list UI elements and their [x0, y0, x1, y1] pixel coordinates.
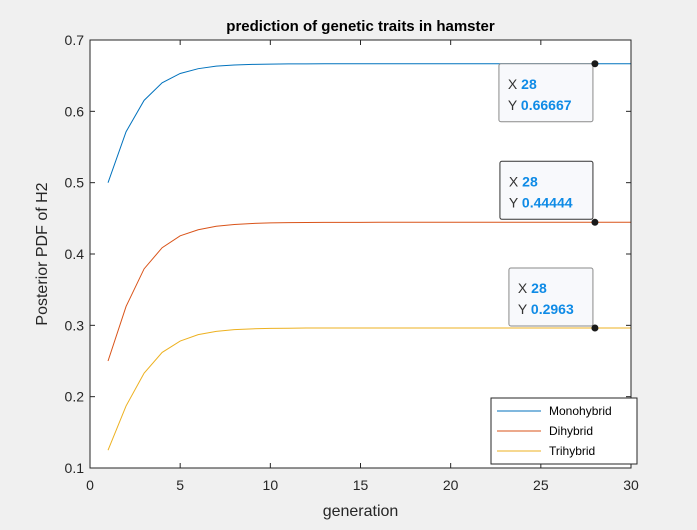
- datatip-y-value: 0.2963: [531, 301, 574, 317]
- series-line-trihybrid: [107, 327, 631, 451]
- legend-entry: Monohybrid: [549, 404, 612, 418]
- y-tick-label: 0.3: [65, 317, 85, 333]
- datatip-y-value: 0.44444: [522, 194, 573, 210]
- datatip-x-row: X 28: [508, 76, 537, 92]
- x-tick-label: 20: [443, 477, 459, 493]
- datatip-box: [498, 63, 594, 123]
- datatip-y-key: Y: [509, 194, 522, 210]
- datatip-y-key: Y: [518, 301, 531, 317]
- datatip-y-row: Y 0.66667: [508, 97, 572, 113]
- datatip-box: [508, 267, 594, 327]
- datatip-x-key: X: [508, 76, 521, 92]
- y-tick-label: 0.5: [65, 175, 85, 191]
- datatip-x-key: X: [518, 280, 531, 296]
- chart-title: prediction of genetic traits in hamster: [226, 18, 495, 35]
- datatip-box: [499, 160, 594, 220]
- series-line-dihybrid: [107, 221, 631, 362]
- y-axis-label: Posterior PDF of H2: [34, 182, 51, 325]
- y-tick-label: 0.7: [65, 32, 85, 48]
- x-tick-label: 5: [176, 477, 184, 493]
- datatip-y-value: 0.66667: [521, 97, 572, 113]
- datatip-marker[interactable]: [591, 60, 599, 68]
- datatip-marker[interactable]: [591, 324, 599, 332]
- datatip-x-value: 28: [522, 173, 538, 189]
- legend[interactable]: Monohybrid Dihybrid Trihybrid: [490, 397, 638, 465]
- datatip-x-row: X 28: [509, 173, 538, 189]
- x-tick-label: 10: [263, 477, 279, 493]
- datatip-x-value: 28: [531, 280, 547, 296]
- datatip-x-key: X: [509, 173, 522, 189]
- datatip-x-row: X 28: [518, 280, 547, 296]
- y-tick-label: 0.2: [65, 389, 85, 405]
- x-tick-label: 25: [533, 477, 549, 493]
- datatip-x-value: 28: [521, 76, 537, 92]
- datatip[interactable]: X 28Y 0.66667: [498, 60, 599, 123]
- datatip-y-key: Y: [508, 97, 521, 113]
- datatip-marker[interactable]: [591, 218, 599, 226]
- y-tick-label: 0.1: [65, 460, 85, 476]
- datatip-y-row: Y 0.44444: [509, 194, 573, 210]
- y-tick-label: 0.4: [65, 246, 85, 262]
- datatip[interactable]: X 28Y 0.2963: [508, 267, 599, 332]
- axis-ticks: 0 5 10 15 20 25 30 0.1 0.2 0.3 0.4 0.5 0.6 0.7: [65, 32, 639, 493]
- datatip[interactable]: X 28Y 0.44444: [499, 160, 599, 226]
- x-tick-label: 30: [623, 477, 639, 493]
- legend-entry: Trihybrid: [549, 444, 595, 458]
- datatip-y-row: Y 0.2963: [518, 301, 574, 317]
- x-tick-label: 15: [353, 477, 369, 493]
- x-axis-label: generation: [323, 503, 399, 520]
- y-tick-label: 0.6: [65, 103, 85, 119]
- x-tick-label: 0: [86, 477, 94, 493]
- legend-entry: Dihybrid: [549, 424, 593, 438]
